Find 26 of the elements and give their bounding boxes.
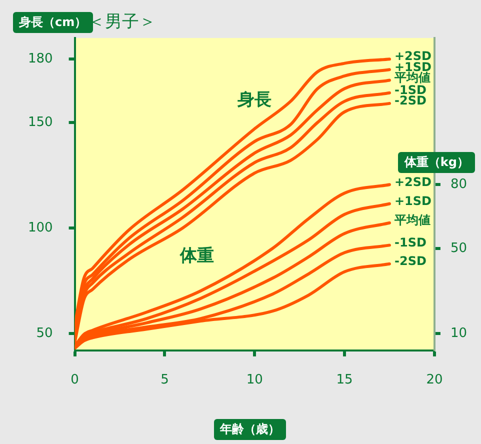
annotation: 体重 — [179, 246, 214, 266]
series-label: +2SD — [394, 49, 432, 64]
y-tick-label: 180 — [28, 51, 53, 66]
y2-tick-label: 10 — [450, 326, 468, 341]
series-label: -1SD — [394, 235, 426, 250]
y-axis-title: 身長（cm） — [19, 15, 87, 29]
annotation: 身長 — [236, 90, 272, 110]
x-axis-title: 年齢（歳） — [214, 419, 286, 440]
y-tick-label: 150 — [28, 114, 53, 130]
x-tick-label: 15 — [336, 372, 353, 388]
y2-tick-label: 50 — [450, 240, 468, 256]
y-tick-label: 100 — [28, 220, 53, 236]
x-tick-label: 0 — [70, 372, 79, 388]
series-label: 平均値 — [394, 213, 430, 228]
chart-title: ＜男子＞ — [88, 11, 156, 33]
x-tick-label: 20 — [426, 372, 443, 388]
series-label: +2SD — [394, 174, 432, 189]
y2-axis-title: 体重（kg） — [398, 152, 475, 173]
y-tick-label: 50 — [36, 326, 53, 341]
series-label: +1SD — [394, 194, 432, 208]
series-label: -2SD — [394, 254, 426, 268]
x-tick-label: 5 — [160, 372, 169, 388]
x-tick-label: 10 — [246, 372, 263, 388]
series-label: 平均値 — [394, 70, 430, 84]
series-label: -2SD — [394, 94, 426, 108]
y2-tick-label: 80 — [450, 177, 468, 192]
